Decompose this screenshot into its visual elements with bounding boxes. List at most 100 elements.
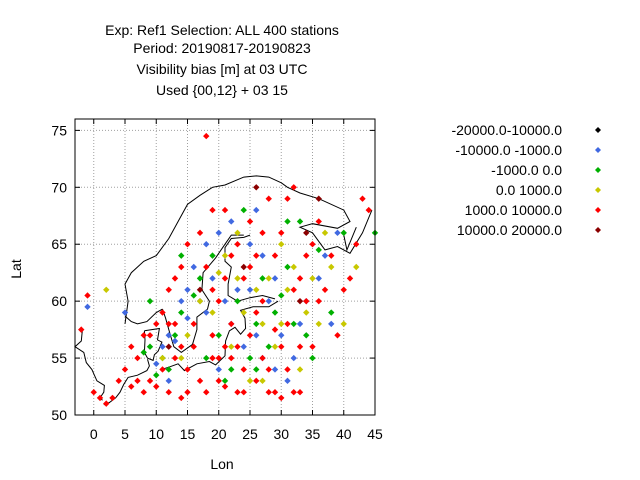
data-point <box>159 309 166 316</box>
x-tick-label: 10 <box>148 426 164 442</box>
data-point <box>134 354 141 362</box>
data-point <box>296 297 304 305</box>
data-point <box>359 195 366 202</box>
data-point <box>215 332 222 339</box>
data-point <box>171 337 179 345</box>
data-point <box>234 286 241 293</box>
data-point <box>278 343 285 350</box>
data-point <box>315 246 322 254</box>
x-tick-label: 20 <box>211 426 227 442</box>
data-point <box>259 377 266 385</box>
data-point <box>171 275 179 282</box>
data-point <box>103 286 110 293</box>
data-point <box>165 286 172 293</box>
data-point <box>228 354 235 362</box>
data-point <box>265 195 272 202</box>
data-point <box>209 354 216 362</box>
data-point <box>90 389 97 396</box>
data-point <box>184 389 191 396</box>
coastline <box>124 175 319 324</box>
legend-label: -20000.0-10000.0 <box>451 122 562 138</box>
x-tick-label: 25 <box>242 426 258 442</box>
data-point <box>84 292 91 299</box>
data-point <box>190 343 197 350</box>
data-point <box>196 275 204 282</box>
legend: -20000.0-10000.0 -10000.0 -1000.0 -1000.0 … <box>451 122 601 238</box>
x-tick-label: 5 <box>121 426 129 442</box>
data-point <box>246 377 254 385</box>
data-point <box>290 354 297 362</box>
data-point <box>140 349 147 356</box>
y-tick-label: 75 <box>51 122 67 138</box>
coastline <box>143 327 163 362</box>
data-point <box>278 241 285 248</box>
data-point <box>240 263 247 271</box>
data-point <box>196 286 204 293</box>
data-point <box>284 320 291 328</box>
data-point <box>334 332 341 339</box>
data-point <box>278 292 285 299</box>
data-point <box>253 184 260 191</box>
y-axis-label: Lat <box>8 259 24 279</box>
data-point <box>240 366 247 373</box>
data-point <box>78 326 85 333</box>
data-point <box>234 297 241 305</box>
data-point <box>253 320 260 328</box>
data-point <box>246 354 254 362</box>
data-point <box>271 366 279 373</box>
x-tick-label: 40 <box>336 426 352 442</box>
data-point <box>290 184 297 191</box>
data-point <box>128 383 135 390</box>
data-point <box>240 343 247 350</box>
data-point <box>246 286 254 293</box>
data-point <box>240 275 247 282</box>
data-point <box>215 354 222 362</box>
coastline <box>162 234 244 354</box>
data-point <box>303 297 310 305</box>
data-point <box>246 218 254 225</box>
data-point <box>315 275 322 282</box>
data-point <box>221 383 229 390</box>
data-point <box>303 229 310 237</box>
data-points <box>78 132 379 407</box>
data-point <box>253 206 260 214</box>
data-point <box>146 343 154 350</box>
data-point <box>284 218 291 225</box>
data-point <box>221 377 229 385</box>
data-point <box>259 252 266 259</box>
data-point <box>153 371 160 379</box>
data-point <box>259 320 266 328</box>
data-point <box>159 366 166 373</box>
data-point <box>278 332 285 339</box>
data-point <box>121 366 129 373</box>
data-point <box>234 241 241 248</box>
data-point <box>284 366 291 373</box>
data-point <box>228 343 235 350</box>
y-tick-label: 65 <box>51 236 67 252</box>
data-point <box>303 309 310 316</box>
legend-label: -1000.0 0.0 <box>491 162 562 178</box>
data-point <box>146 377 154 385</box>
data-point <box>153 383 160 390</box>
data-point <box>309 354 316 362</box>
data-point <box>284 195 291 202</box>
legend-marker <box>595 187 601 193</box>
data-point <box>353 263 360 271</box>
data-point <box>253 377 260 385</box>
data-point <box>84 303 91 311</box>
data-point <box>265 343 272 350</box>
x-axis-ticks: 0 5 10 15 20 25 30 35 40 45 <box>90 119 383 442</box>
data-point <box>290 286 297 293</box>
data-point <box>265 389 272 396</box>
data-point <box>221 275 229 282</box>
data-point <box>259 275 266 282</box>
data-point <box>203 263 210 271</box>
data-point <box>271 326 279 333</box>
legend-marker <box>595 227 601 233</box>
data-point <box>253 366 260 373</box>
data-point <box>153 320 160 328</box>
legend-label: 0.0 1000.0 <box>496 182 562 198</box>
data-point <box>234 389 241 396</box>
data-point <box>178 263 185 271</box>
data-point <box>296 389 304 396</box>
